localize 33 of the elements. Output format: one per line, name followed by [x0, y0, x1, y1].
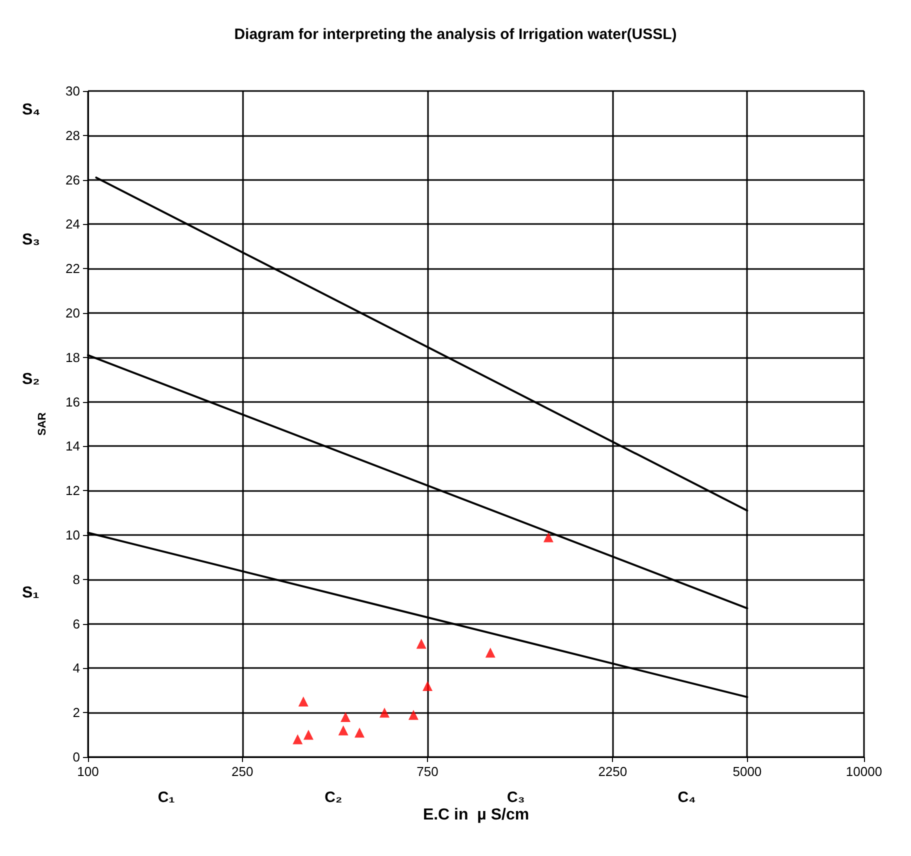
text: S₃: [22, 231, 40, 248]
y-tick-label: 12: [66, 483, 80, 498]
text: C₃: [507, 789, 525, 806]
y-tick-label: 24: [66, 216, 80, 232]
y-tick-label: 22: [66, 261, 80, 276]
y-tick-label: 30: [66, 84, 80, 98]
x-tick-label: 100: [77, 764, 99, 779]
x-tick-label: 2250: [598, 764, 628, 779]
text: C₁: [158, 789, 175, 806]
text: C₄: [678, 789, 696, 806]
text: S₁: [22, 584, 40, 602]
text: S₂: [22, 371, 40, 388]
x-tick-label: 5000: [732, 764, 762, 779]
x-tick-label: 10000: [846, 764, 882, 779]
y-tick-label: 2: [72, 705, 80, 720]
y-tick-label: 8: [72, 572, 80, 587]
y-tick-label: 28: [66, 128, 80, 143]
y-tick-label: 16: [66, 394, 80, 410]
x-tick-label: 250: [232, 764, 254, 779]
y-tick-label: 18: [66, 350, 80, 365]
y-tick-label: 26: [66, 172, 80, 188]
y-tick-label: 10: [66, 528, 80, 542]
chart-title: Diagram for interpreting the analysis of Irrigation water(USSL): [234, 26, 677, 43]
text: S₄: [22, 101, 40, 118]
x-axis-title: E.C in µ S/cm: [422, 806, 530, 824]
x-tick-label: 750: [416, 764, 438, 779]
y-axis-title: SAR: [36, 412, 48, 436]
y-tick-label: 6: [72, 616, 80, 632]
y-tick-label: 20: [66, 306, 80, 320]
y-tick-label: 0: [72, 750, 80, 764]
y-tick-label: 4: [72, 660, 80, 676]
text: C₂: [324, 789, 342, 806]
y-tick-label: 14: [66, 438, 80, 454]
